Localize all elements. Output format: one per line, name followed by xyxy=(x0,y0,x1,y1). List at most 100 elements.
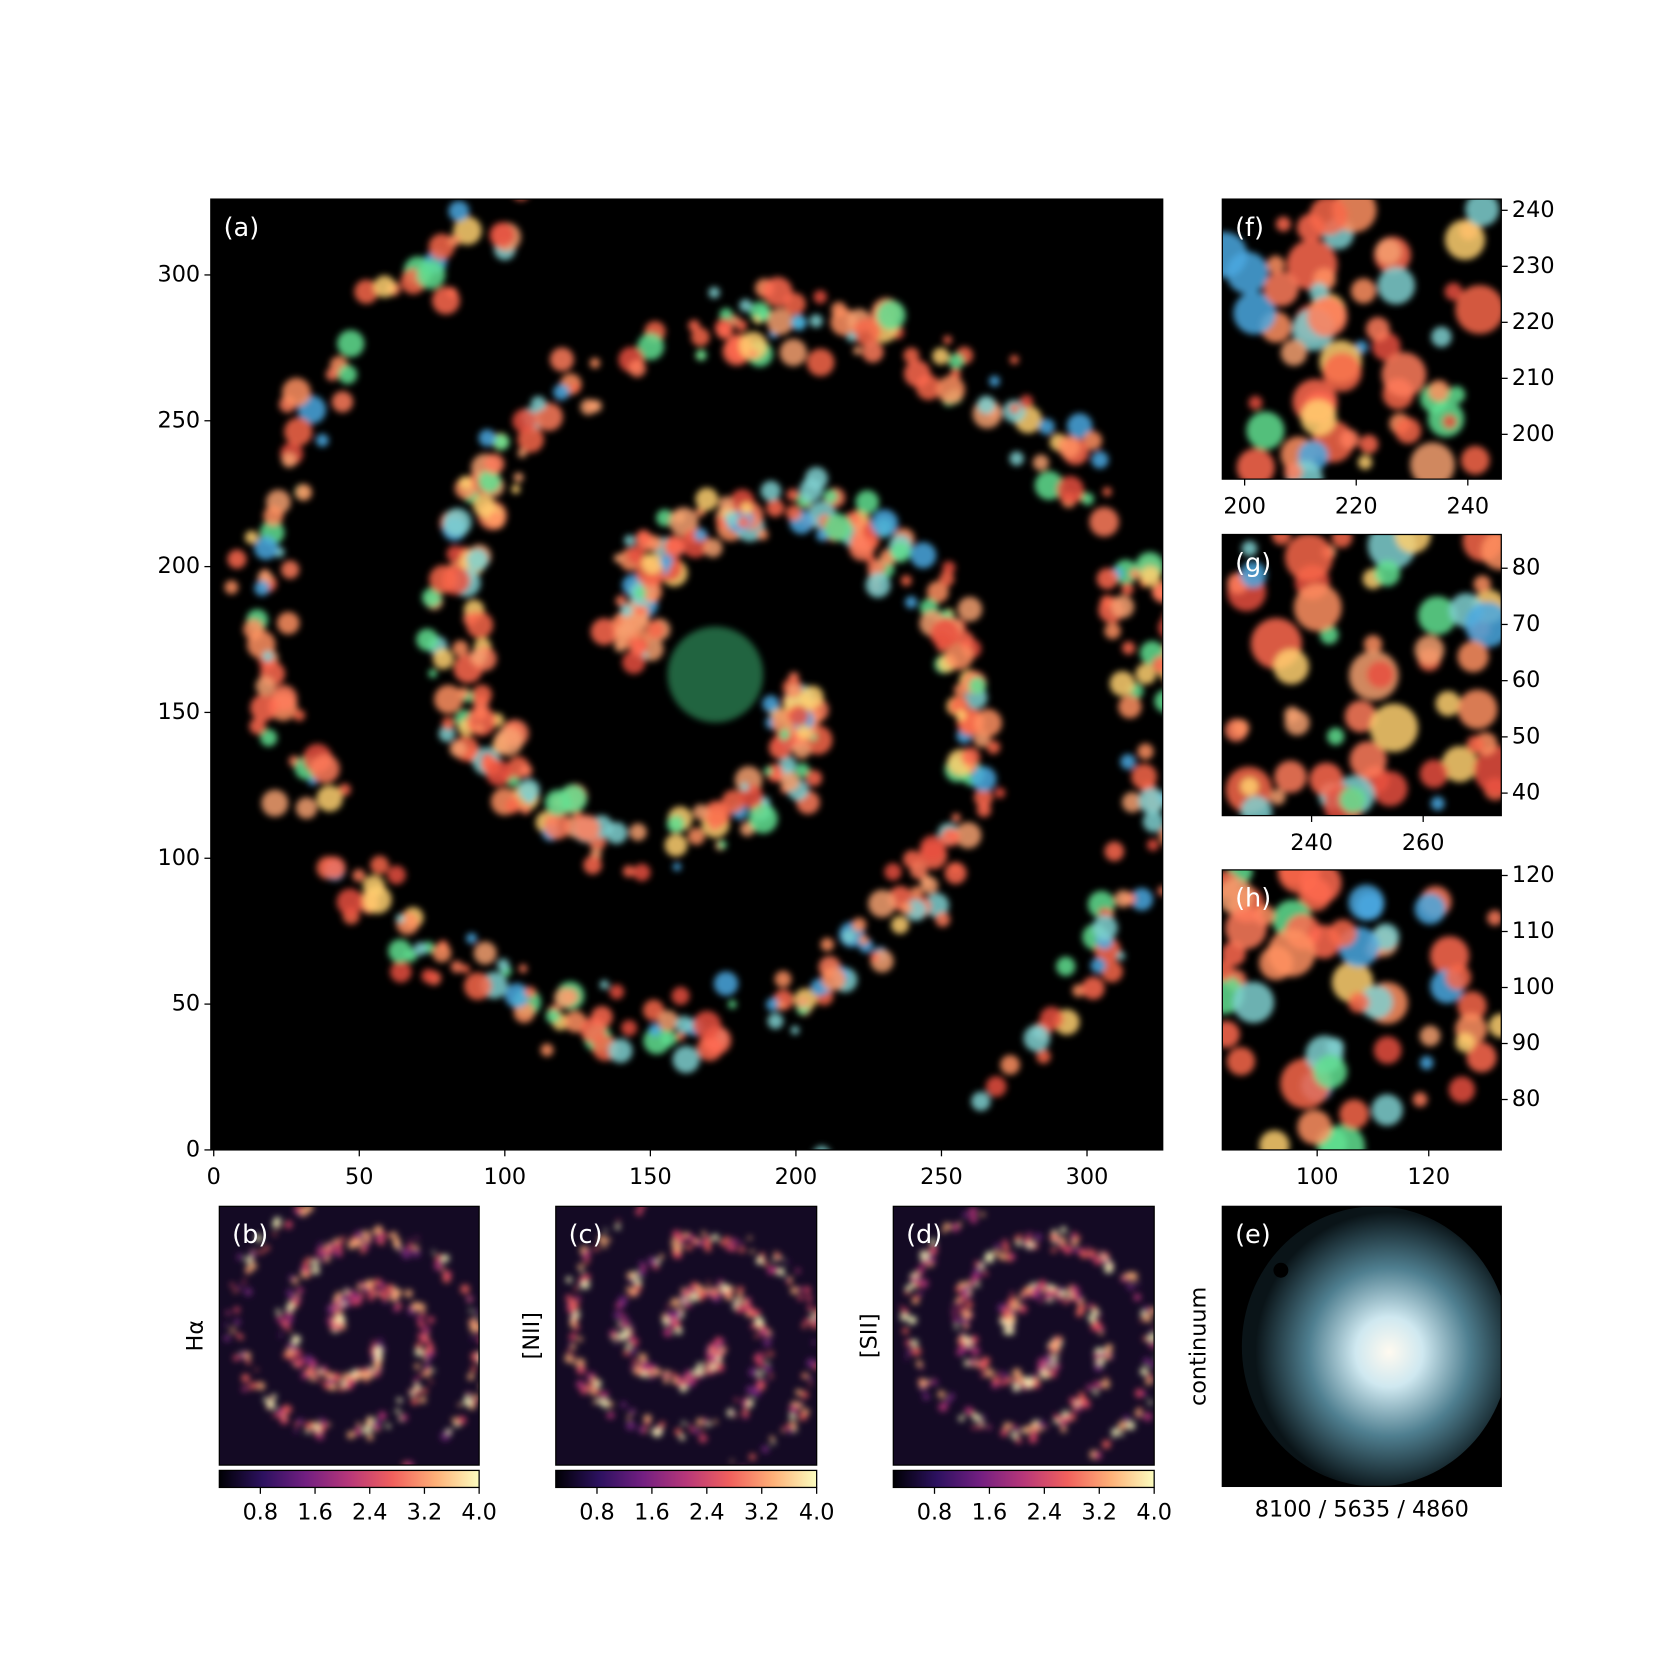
blob xyxy=(914,1277,921,1284)
blob xyxy=(671,1372,677,1377)
blob xyxy=(1140,566,1161,587)
blob xyxy=(951,1309,958,1316)
blob xyxy=(1169,767,1188,786)
blob xyxy=(717,1279,725,1287)
blob xyxy=(1105,1343,1114,1352)
blob xyxy=(414,1363,421,1370)
blob xyxy=(395,1408,401,1414)
blob xyxy=(1000,1428,1009,1437)
blob xyxy=(687,827,706,845)
blob xyxy=(1226,1047,1256,1076)
blob xyxy=(295,1286,304,1295)
blob xyxy=(1056,956,1076,977)
x-tick-label: 150 xyxy=(629,1164,672,1190)
y-tick-label: 0 xyxy=(186,1136,200,1162)
blob xyxy=(305,1368,312,1375)
blob xyxy=(281,1404,292,1415)
blob xyxy=(766,307,794,336)
blob xyxy=(316,785,343,812)
blob xyxy=(750,1322,758,1330)
blob xyxy=(422,1326,431,1335)
blob xyxy=(666,1304,670,1308)
x-tick-label: 200 xyxy=(1223,493,1266,519)
blob xyxy=(470,1352,478,1359)
blob xyxy=(1297,1109,1332,1145)
blob xyxy=(1148,1329,1153,1335)
blob xyxy=(374,1370,379,1375)
blob xyxy=(1008,1297,1016,1305)
blob xyxy=(703,538,723,558)
blob xyxy=(806,348,835,377)
blob xyxy=(994,787,1006,799)
blob xyxy=(1169,679,1187,697)
blob xyxy=(762,1352,767,1358)
blob xyxy=(852,346,862,356)
blob xyxy=(638,1353,647,1362)
blob xyxy=(414,1383,421,1391)
blob xyxy=(1442,414,1458,430)
blob xyxy=(985,1368,995,1378)
blob xyxy=(715,1365,722,1372)
blob xyxy=(1394,534,1431,554)
blob xyxy=(913,1294,920,1301)
blob xyxy=(890,915,910,934)
blob xyxy=(964,1280,971,1287)
blob xyxy=(876,300,906,331)
blob xyxy=(742,1414,748,1420)
blob xyxy=(378,1289,386,1297)
blob xyxy=(1122,641,1136,655)
blob xyxy=(615,1302,622,1309)
blob xyxy=(574,1325,580,1331)
x-tick-label: 240 xyxy=(1446,493,1489,519)
y-tick-label: 80 xyxy=(1512,555,1540,581)
blob xyxy=(1044,1355,1055,1366)
blob xyxy=(1100,960,1123,983)
blob xyxy=(762,276,793,307)
blob xyxy=(846,331,857,343)
y-tick-label: 200 xyxy=(1512,421,1555,447)
blob xyxy=(626,1334,634,1342)
blob xyxy=(1236,448,1275,480)
blob xyxy=(475,1350,479,1354)
blob xyxy=(374,1419,382,1426)
blob xyxy=(996,1371,1002,1377)
blob xyxy=(648,1023,662,1037)
blob xyxy=(1168,587,1185,604)
blob xyxy=(1087,1302,1093,1309)
blob xyxy=(1082,431,1103,451)
blob xyxy=(1126,1421,1136,1431)
blob xyxy=(1022,1288,1028,1294)
blob xyxy=(1339,786,1367,814)
blob xyxy=(635,605,646,616)
blob xyxy=(289,1294,295,1301)
blob xyxy=(263,1396,269,1403)
blobs xyxy=(899,1206,1155,1460)
blob xyxy=(1148,1339,1155,1349)
blob xyxy=(612,1334,617,1339)
blob xyxy=(397,1246,403,1251)
panel-label: (h) xyxy=(1235,884,1271,914)
blob xyxy=(244,1287,253,1296)
blob xyxy=(520,804,531,815)
blob xyxy=(364,1378,369,1384)
blob xyxy=(759,1327,769,1338)
blob xyxy=(614,640,627,653)
blob xyxy=(628,1408,636,1415)
blob xyxy=(574,1286,579,1291)
blob xyxy=(285,1348,293,1356)
blob xyxy=(1307,296,1348,337)
blob xyxy=(1039,1006,1064,1031)
galaxy xyxy=(1241,1206,1502,1487)
blob xyxy=(338,783,351,796)
panel-label: (f) xyxy=(1235,213,1264,243)
blob xyxy=(294,1428,299,1433)
blob xyxy=(236,1253,244,1261)
blob xyxy=(404,949,418,963)
blob xyxy=(769,1333,774,1338)
blob xyxy=(939,571,955,587)
blob xyxy=(320,1420,328,1428)
blob xyxy=(428,668,438,678)
blob xyxy=(245,1359,252,1365)
blob xyxy=(1009,451,1024,466)
blob xyxy=(831,301,847,318)
